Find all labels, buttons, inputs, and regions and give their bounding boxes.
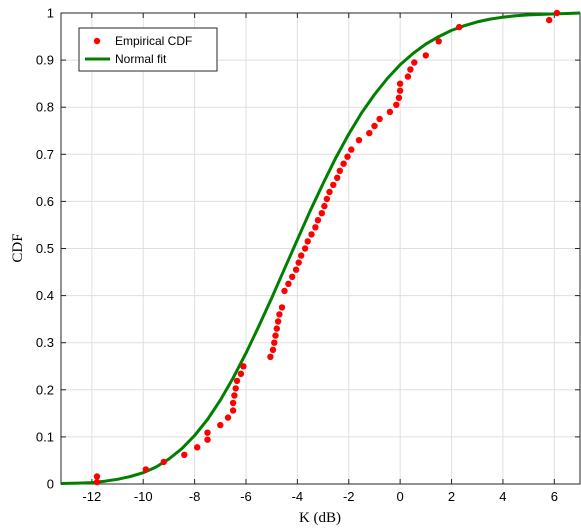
empirical-cdf-point (271, 339, 278, 346)
empirical-cdf-point (160, 458, 167, 466)
x-tick-label: -4 (292, 489, 304, 504)
empirical-cdf-point (289, 273, 296, 280)
empirical-cdf-point (229, 399, 237, 407)
empirical-cdf-point (326, 188, 333, 196)
y-tick-label: 0 (47, 477, 54, 492)
empirical-cdf-point (553, 9, 561, 17)
y-tick-label: 0.9 (36, 53, 54, 68)
y-tick-label: 0.2 (36, 382, 54, 397)
empirical-cdf-point (304, 238, 311, 245)
empirical-cdf-point (273, 325, 280, 332)
empirical-cdf-point (278, 304, 286, 311)
legend-box (78, 27, 218, 72)
x-tick-label: -12 (82, 489, 101, 504)
empirical-cdf-point (233, 377, 241, 385)
empirical-cdf-point (217, 421, 224, 429)
empirical-cdf-point (274, 318, 282, 325)
empirical-cdf-point (321, 202, 328, 210)
empirical-cdf-point (355, 137, 363, 144)
y-axis-label: CDF (10, 233, 26, 262)
x-tick-label: -8 (189, 489, 201, 504)
empirical-cdf-point (93, 473, 101, 480)
empirical-cdf-point (312, 224, 319, 231)
legend: Empirical CDF Normal fit (78, 27, 218, 72)
empirical-cdf-point (393, 101, 400, 109)
empirical-cdf-point (308, 231, 315, 238)
empirical-cdf-point (348, 146, 355, 153)
x-tick-label: 6 (551, 489, 558, 504)
empirical-cdf-point (224, 414, 232, 421)
empirical-cdf-point (314, 217, 322, 224)
empirical-cdf-point (456, 23, 463, 31)
empirical-cdf-point (269, 346, 277, 353)
empirical-cdf-point (237, 370, 245, 377)
empirical-cdf-point (395, 94, 403, 102)
y-tick-label: 0.3 (36, 335, 54, 350)
empirical-cdf-point (240, 363, 247, 370)
empirical-cdf-point (93, 478, 101, 486)
empirical-cdf-point (407, 66, 414, 73)
empirical-cdf-point (295, 259, 302, 266)
empirical-cdf-point (142, 466, 149, 473)
empirical-cdf-point (204, 436, 211, 443)
y-tick-label: 0.8 (36, 100, 54, 115)
empirical-cdf-point (301, 245, 309, 252)
empirical-cdf-point (366, 129, 373, 137)
x-tick-label: -10 (134, 489, 153, 504)
empirical-cdf-point (204, 429, 211, 436)
data-series (60, 9, 581, 486)
legend-label-normal: Normal fit (115, 52, 167, 66)
empirical-cdf-point (181, 451, 188, 458)
empirical-cdf-point (344, 153, 351, 160)
empirical-cdf-point (318, 210, 325, 217)
empirical-cdf-point (267, 353, 274, 360)
y-tick-label: 1 (47, 6, 54, 21)
empirical-cdf-point (386, 108, 394, 116)
empirical-cdf-point (281, 287, 288, 295)
empirical-cdf-point (276, 311, 283, 318)
empirical-cdf-point (229, 407, 237, 414)
legend-label-empirical: Empirical CDF (115, 34, 192, 48)
empirical-cdf-point (371, 122, 378, 130)
normal-fit-line (60, 11, 581, 485)
empirical-cdf-point (546, 16, 553, 24)
empirical-cdf-point (396, 87, 404, 94)
empirical-cdf-point (404, 73, 412, 80)
y-tick-label: 0.5 (36, 241, 54, 256)
x-tick-label: 0 (397, 489, 404, 504)
empirical-cdf-point (194, 444, 201, 451)
empirical-cdf-point (422, 52, 429, 59)
empirical-cdf-point (323, 195, 331, 203)
empirical-cdf-point (272, 332, 279, 339)
x-tick-label: 4 (499, 489, 506, 504)
empirical-cdf-point (330, 181, 337, 189)
empirical-cdf-point (298, 252, 305, 259)
y-tick-label: 0.1 (36, 429, 54, 444)
legend-marker-empirical (93, 37, 101, 45)
x-tick-label: -2 (343, 489, 355, 504)
empirical-cdf-point (232, 385, 239, 392)
y-tick-label: 0.6 (36, 194, 54, 209)
empirical-cdf-point (292, 266, 300, 273)
y-tick-label: 0.4 (36, 288, 54, 303)
x-axis-label: K (dB) (299, 510, 341, 526)
empirical-cdf-point (435, 38, 442, 45)
empirical-cdf-point (340, 160, 347, 167)
x-tick-label: 2 (448, 489, 455, 504)
empirical-cdf-point (231, 392, 238, 399)
empirical-cdf-point (376, 115, 383, 123)
empirical-cdf-point (334, 174, 341, 181)
empirical-cdf-point (285, 280, 292, 287)
x-tick-label: -6 (240, 489, 252, 504)
empirical-cdf-point (396, 80, 404, 87)
y-tick-label: 0.7 (36, 147, 54, 162)
empirical-cdf-point (411, 59, 418, 66)
empirical-cdf-point (336, 167, 343, 174)
